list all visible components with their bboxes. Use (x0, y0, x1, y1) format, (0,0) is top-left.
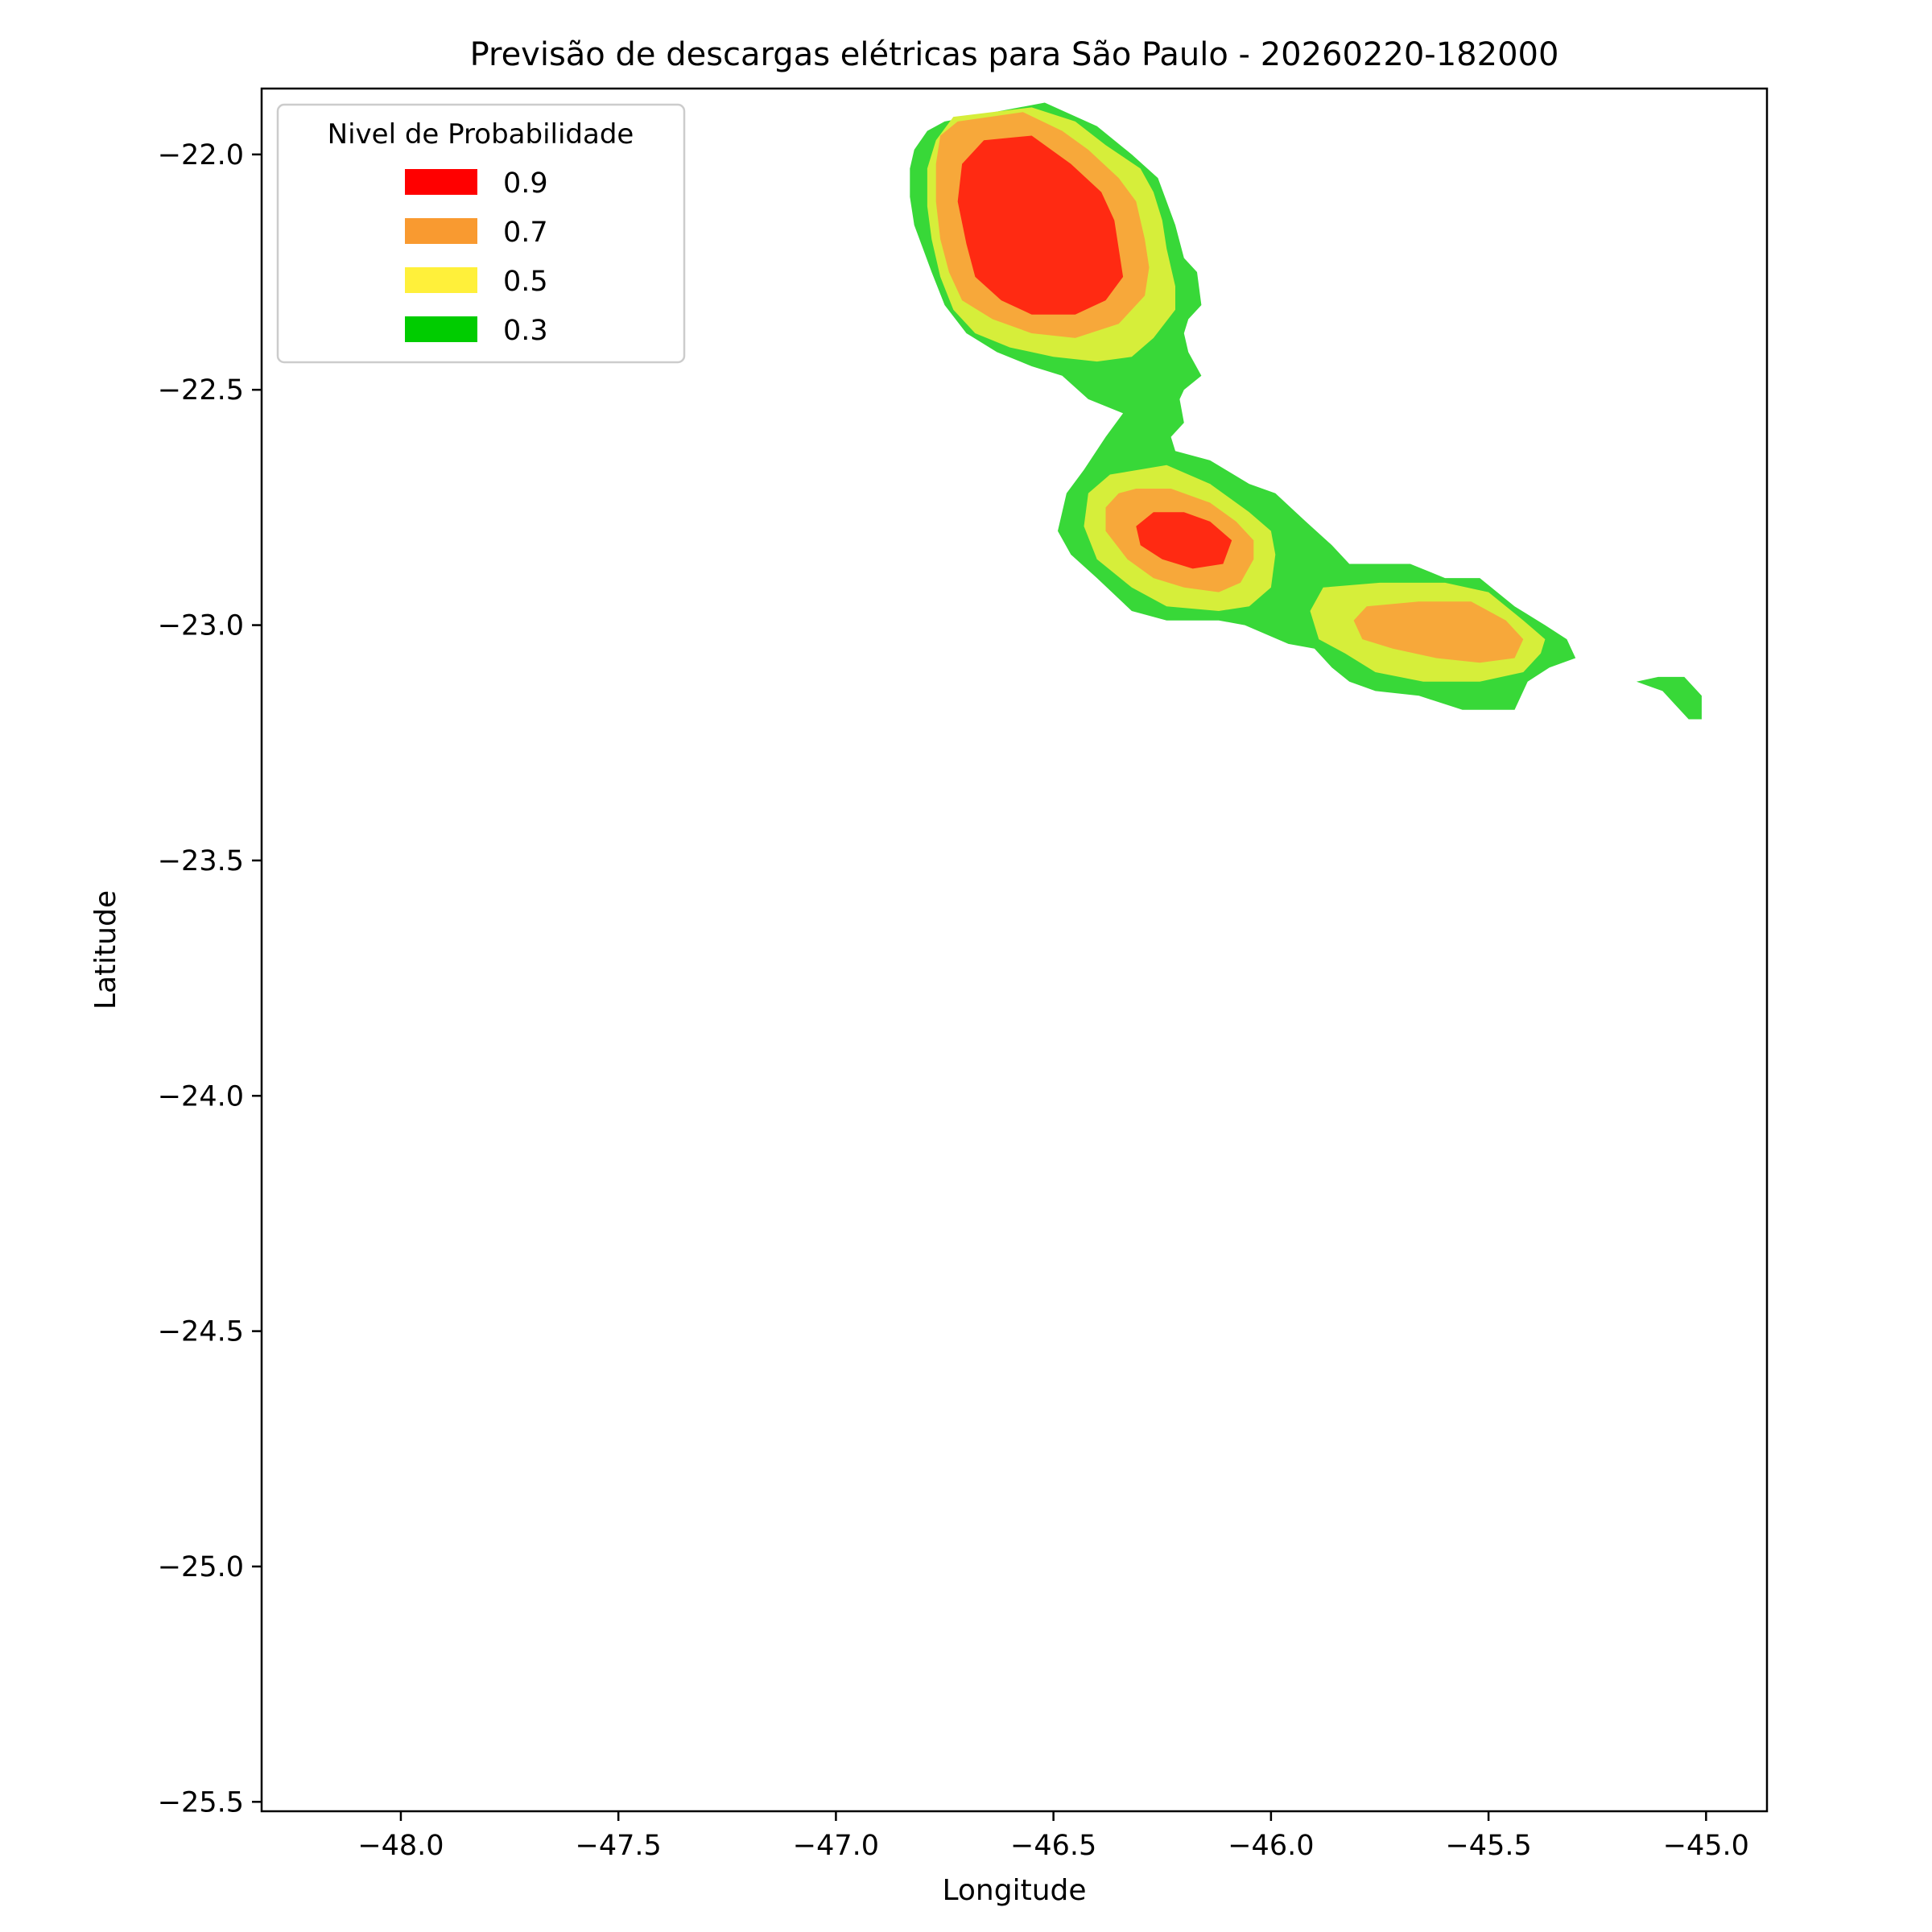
plot-background (262, 89, 1767, 1811)
legend-box (276, 103, 686, 364)
contour-09-north (957, 135, 1124, 315)
x-tick-label: −46.5 (1010, 1830, 1096, 1862)
y-tick-label: −24.5 (158, 1316, 244, 1348)
chart-title: Previsão de descargas elétricas para São… (470, 36, 1559, 73)
contour-07-east (1353, 601, 1524, 663)
legend-title: Nivel de Probabilidade (328, 118, 634, 151)
legend-entry-label: 0.9 (503, 167, 548, 200)
x-tick-label: −47.5 (576, 1830, 662, 1862)
x-tick-label: −47.0 (793, 1830, 879, 1862)
x-axis-label: Longitude (942, 1874, 1086, 1907)
legend-entry-label: 0.7 (503, 217, 548, 249)
plot-frame (260, 87, 1769, 1813)
y-tick-label: −22.0 (158, 139, 244, 171)
legend-swatch (405, 169, 477, 195)
x-axis-ticks: −48.0 −47.5 −47.0 −46.5 −46.0 −45.5 −45.0 (357, 1811, 1749, 1862)
x-tick-label: −45.0 (1663, 1830, 1749, 1862)
contour-fills (910, 102, 1702, 720)
y-axis-label: Latitude (89, 890, 122, 1009)
legend-entries: 0.9 0.7 0.5 0.3 (405, 167, 548, 347)
plot-area (260, 87, 1769, 1813)
x-tick-label: −45.5 (1445, 1830, 1531, 1862)
contour-09-middle (1136, 512, 1232, 569)
y-tick-label: −24.0 (158, 1080, 244, 1113)
legend-swatch (405, 218, 477, 244)
legend-swatch (405, 316, 477, 342)
y-tick-label: −23.0 (158, 610, 244, 642)
x-tick-label: −46.0 (1228, 1830, 1314, 1862)
y-tick-label: −22.5 (158, 374, 244, 407)
legend-swatch (405, 267, 477, 293)
contour-03-island (1636, 676, 1702, 720)
x-tick-label: −48.0 (357, 1830, 444, 1862)
legend-entry-label: 0.5 (503, 266, 548, 298)
y-tick-label: −25.5 (158, 1786, 244, 1818)
legend-entry-label: 0.3 (503, 315, 548, 347)
y-tick-label: −25.0 (158, 1551, 244, 1583)
y-tick-label: −23.5 (158, 845, 244, 877)
y-axis-ticks: −22.0 −22.5 −23.0 −23.5 −24.0 −24.5 −25.0 −25.5 (158, 139, 262, 1818)
legend: Nivel de Probabilidade 0.9 0.7 0.5 0.3 (276, 103, 686, 364)
